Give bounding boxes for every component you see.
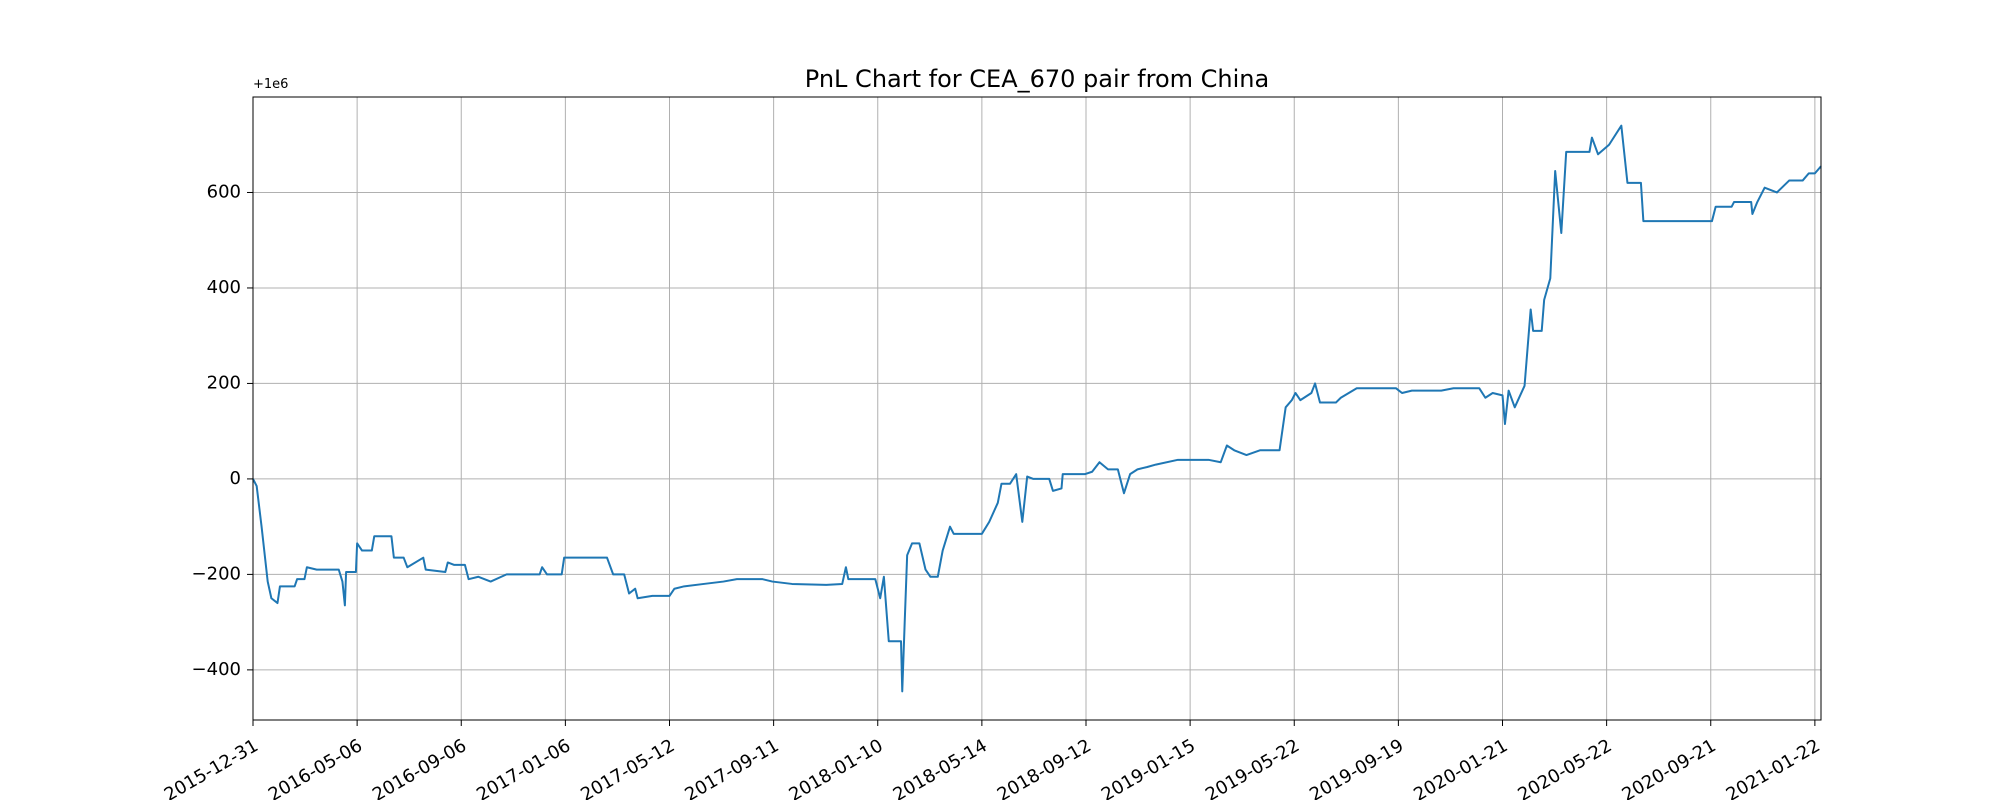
x-tick-label: 2016-05-06 (265, 735, 366, 800)
line-series (252, 124, 1822, 693)
offset-label: +1e6 (253, 77, 288, 92)
plot-frame (252, 96, 1822, 721)
x-tick-label: 2015-12-31 (161, 735, 262, 800)
x-tick-label: 2020-05-22 (1514, 735, 1615, 800)
x-tick-label: 2018-09-12 (994, 735, 1095, 800)
x-tick-label: 2019-05-22 (1202, 735, 1303, 800)
x-tick-label: 2019-09-19 (1306, 735, 1407, 800)
y-tick-label: 200 (207, 372, 241, 393)
chart-title: PnL Chart for CEA_670 pair from China (805, 65, 1269, 93)
y-tick-label: 0 (230, 468, 241, 489)
x-tick-label: 2020-09-21 (1619, 735, 1720, 800)
x-tick-label: 2021-01-22 (1723, 735, 1824, 800)
x-tick-label: 2017-01-06 (473, 735, 574, 800)
x-tick-label: 2017-05-12 (577, 735, 678, 800)
x-tick-label: 2018-05-14 (890, 735, 991, 800)
x-tick-label: 2019-01-15 (1098, 735, 1199, 800)
x-tick-label: 2016-09-06 (369, 735, 470, 800)
x-tick-label: 2017-09-11 (681, 735, 782, 800)
y-tick-label: −200 (192, 563, 241, 584)
y-tick-label: −400 (192, 659, 241, 680)
x-tick-label: 2020-01-21 (1410, 735, 1511, 800)
y-tick-label: 600 (207, 181, 241, 202)
y-tick-label: 400 (207, 277, 241, 298)
x-tick-label: 2018-01-10 (786, 735, 887, 800)
